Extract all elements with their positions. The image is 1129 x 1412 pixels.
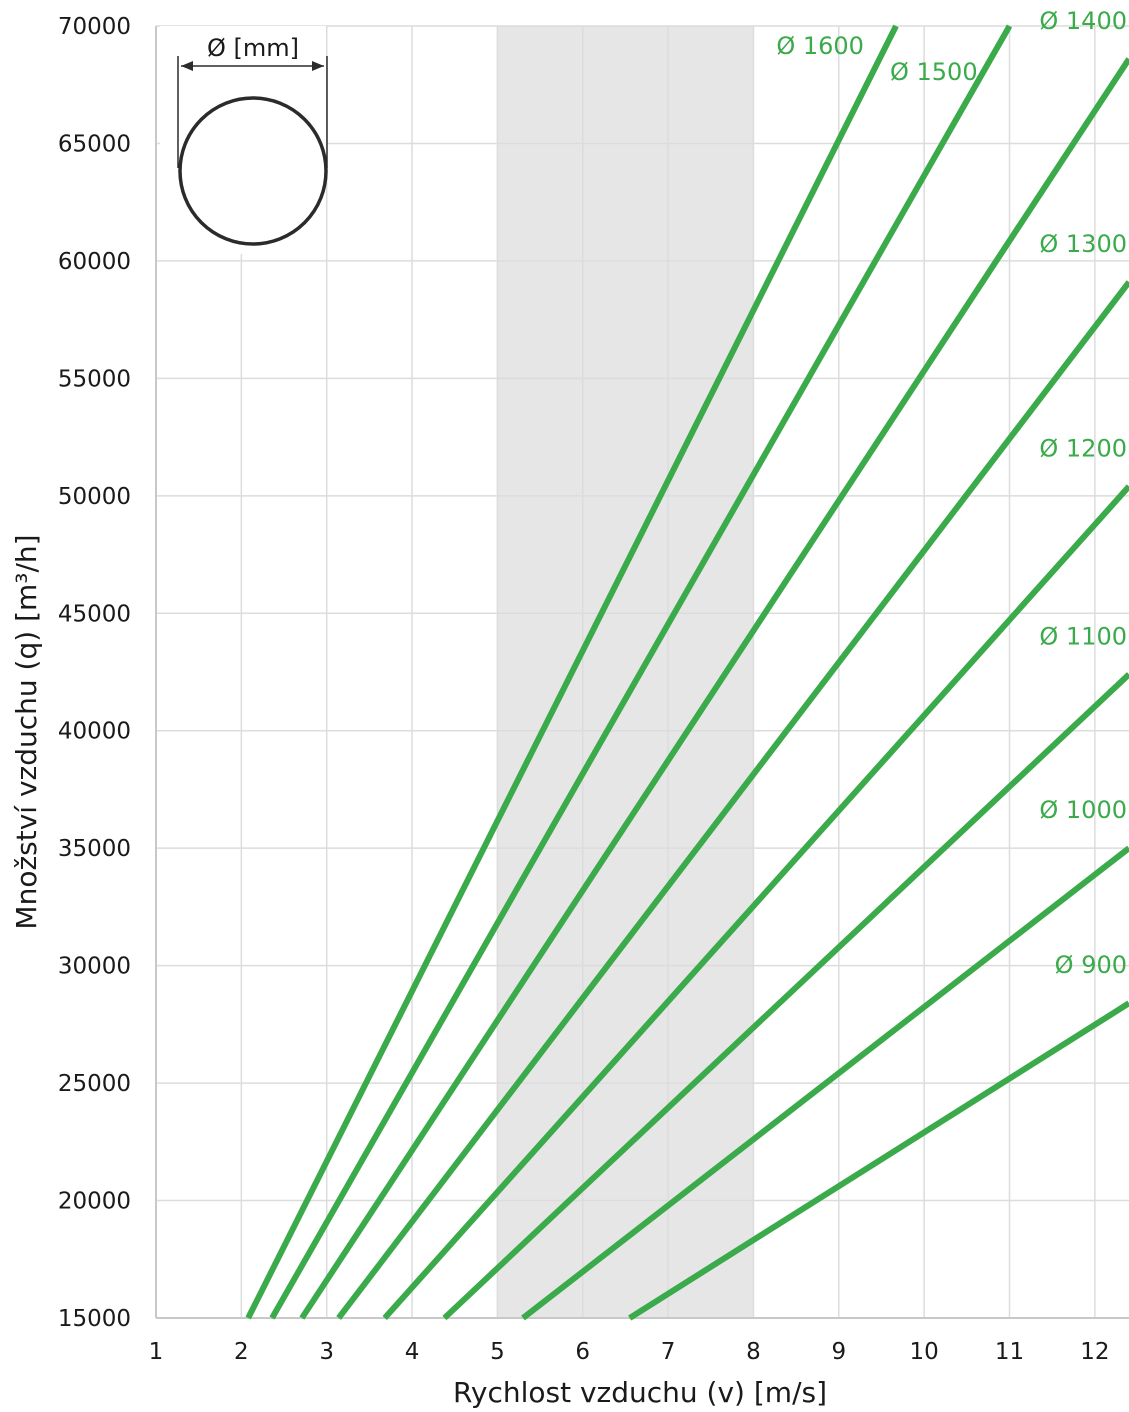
- x-tick-label: 3: [319, 1339, 334, 1365]
- y-tick-label: 65000: [58, 131, 131, 157]
- x-tick-label: 10: [910, 1339, 939, 1365]
- series-label: Ø 1300: [1039, 230, 1127, 258]
- y-axis-title: Množství vzduchu (q) [m³/h]: [10, 534, 43, 929]
- series-line: [245, 24, 899, 1320]
- series-line: [442, 672, 1129, 1321]
- arrow-right-icon: [312, 61, 324, 71]
- y-tick-label: 30000: [58, 954, 131, 980]
- x-tick-label: 8: [746, 1339, 761, 1365]
- series-labels: Ø 1600 Ø 1500 Ø 1400 Ø 1300 Ø 1200 Ø 1100 Ø 10…: [776, 7, 1127, 979]
- x-tick-label: 11: [995, 1339, 1024, 1365]
- series-label: Ø 1500: [890, 58, 978, 86]
- x-tick-label: 9: [831, 1339, 846, 1365]
- series-lines: [245, 24, 1129, 1321]
- y-tick-labels: 15000 20000 25000 30000 35000 40000 45000 50000…: [58, 14, 131, 1332]
- x-tick-label: 2: [234, 1339, 249, 1365]
- x-tick-labels: 1 2 3 4 5 6 7 8 9 10 11 12: [149, 1339, 1110, 1365]
- series-line: [299, 57, 1129, 1320]
- series-label: Ø 1100: [1039, 622, 1127, 650]
- y-tick-label: 55000: [58, 366, 131, 392]
- arrow-left-icon: [181, 61, 193, 71]
- y-tick-label: 15000: [58, 1306, 131, 1332]
- series-label: Ø 1600: [776, 32, 864, 60]
- x-tick-label: 6: [575, 1339, 590, 1365]
- y-tick-label: 35000: [58, 836, 131, 862]
- series-line: [336, 280, 1129, 1320]
- series-line: [628, 1000, 1129, 1321]
- y-tick-label: 50000: [58, 484, 131, 510]
- grid: [155, 25, 1129, 1319]
- y-tick-label: 40000: [58, 719, 131, 745]
- series-line: [521, 845, 1129, 1321]
- y-tick-label: 25000: [58, 1071, 131, 1097]
- x-tick-label: 5: [490, 1339, 505, 1365]
- series-label: Ø 1200: [1039, 434, 1127, 462]
- series-label: Ø 1400: [1039, 7, 1127, 35]
- diameter-legend: Ø [mm]: [160, 26, 328, 254]
- series-line: [382, 484, 1129, 1321]
- legend-diameter-label: Ø [mm]: [207, 34, 299, 62]
- shaded-band: [497, 26, 754, 1318]
- recommended-velocity-band: [497, 26, 754, 1318]
- duct-circle-icon: [178, 96, 328, 246]
- y-tick-label: 20000: [58, 1189, 131, 1215]
- x-tick-label: 7: [661, 1339, 676, 1365]
- x-tick-label: 1: [149, 1339, 164, 1365]
- y-tick-label: 70000: [58, 14, 131, 40]
- y-tick-label: 60000: [58, 249, 131, 275]
- x-tick-label: 12: [1080, 1339, 1109, 1365]
- y-tick-label: 45000: [58, 601, 131, 627]
- x-axis-title: Rychlost vzduchu (v) [m/s]: [453, 1376, 827, 1409]
- series-line: [269, 24, 1013, 1320]
- series-label: Ø 900: [1055, 951, 1127, 979]
- series-label: Ø 1000: [1039, 796, 1127, 824]
- x-tick-label: 4: [405, 1339, 420, 1365]
